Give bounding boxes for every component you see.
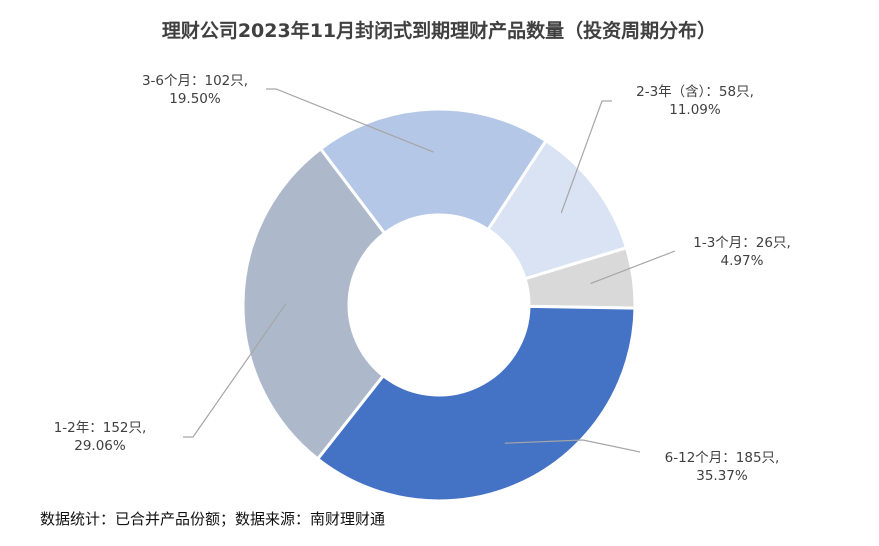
leader-lines-group [183, 88, 676, 453]
data-label-6-12个月: 6-12个月：185只, [665, 450, 780, 466]
leader-line-2-3年（含） [560, 100, 612, 214]
data-percent-3-6个月: 19.50% [169, 91, 221, 107]
slice-1-2年 [241, 146, 387, 462]
slice-3-6个月 [318, 107, 549, 236]
leader-line-6-12个月 [504, 439, 641, 453]
slice-6-12个月 [315, 304, 637, 503]
data-percent-1-2年: 29.06% [74, 438, 126, 454]
data-percent-1-3个月: 4.97% [721, 253, 764, 269]
leader-line-1-2年 [183, 303, 287, 438]
data-label-1-3个月: 1-3个月：26只, [693, 235, 791, 251]
footer-note: 数据统计：已合并产品份额；数据来源：南财理财通 [40, 510, 386, 528]
data-percent-6-12个月: 35.37% [696, 468, 748, 484]
leader-line-3-6个月 [266, 88, 434, 153]
chart-title: 理财公司2023年11月封闭式到期理财产品数量（投资周期分布） [162, 19, 716, 42]
slices-group [241, 107, 637, 503]
data-label-2-3年（含）: 2-3年（含）：58只, [636, 84, 754, 100]
slice-2-3年（含） [486, 138, 629, 281]
leader-line-1-3个月 [590, 250, 676, 285]
data-label-3-6个月: 3-6个月：102只, [142, 73, 248, 89]
data-label-1-2年: 1-2年：152只, [54, 420, 147, 436]
data-percent-2-3年（含）: 11.09% [669, 102, 721, 118]
data-labels-group: 1-3个月：26只, 4.97% 6-12个月：185只, 35.37% 1-2年：15… [54, 73, 791, 484]
